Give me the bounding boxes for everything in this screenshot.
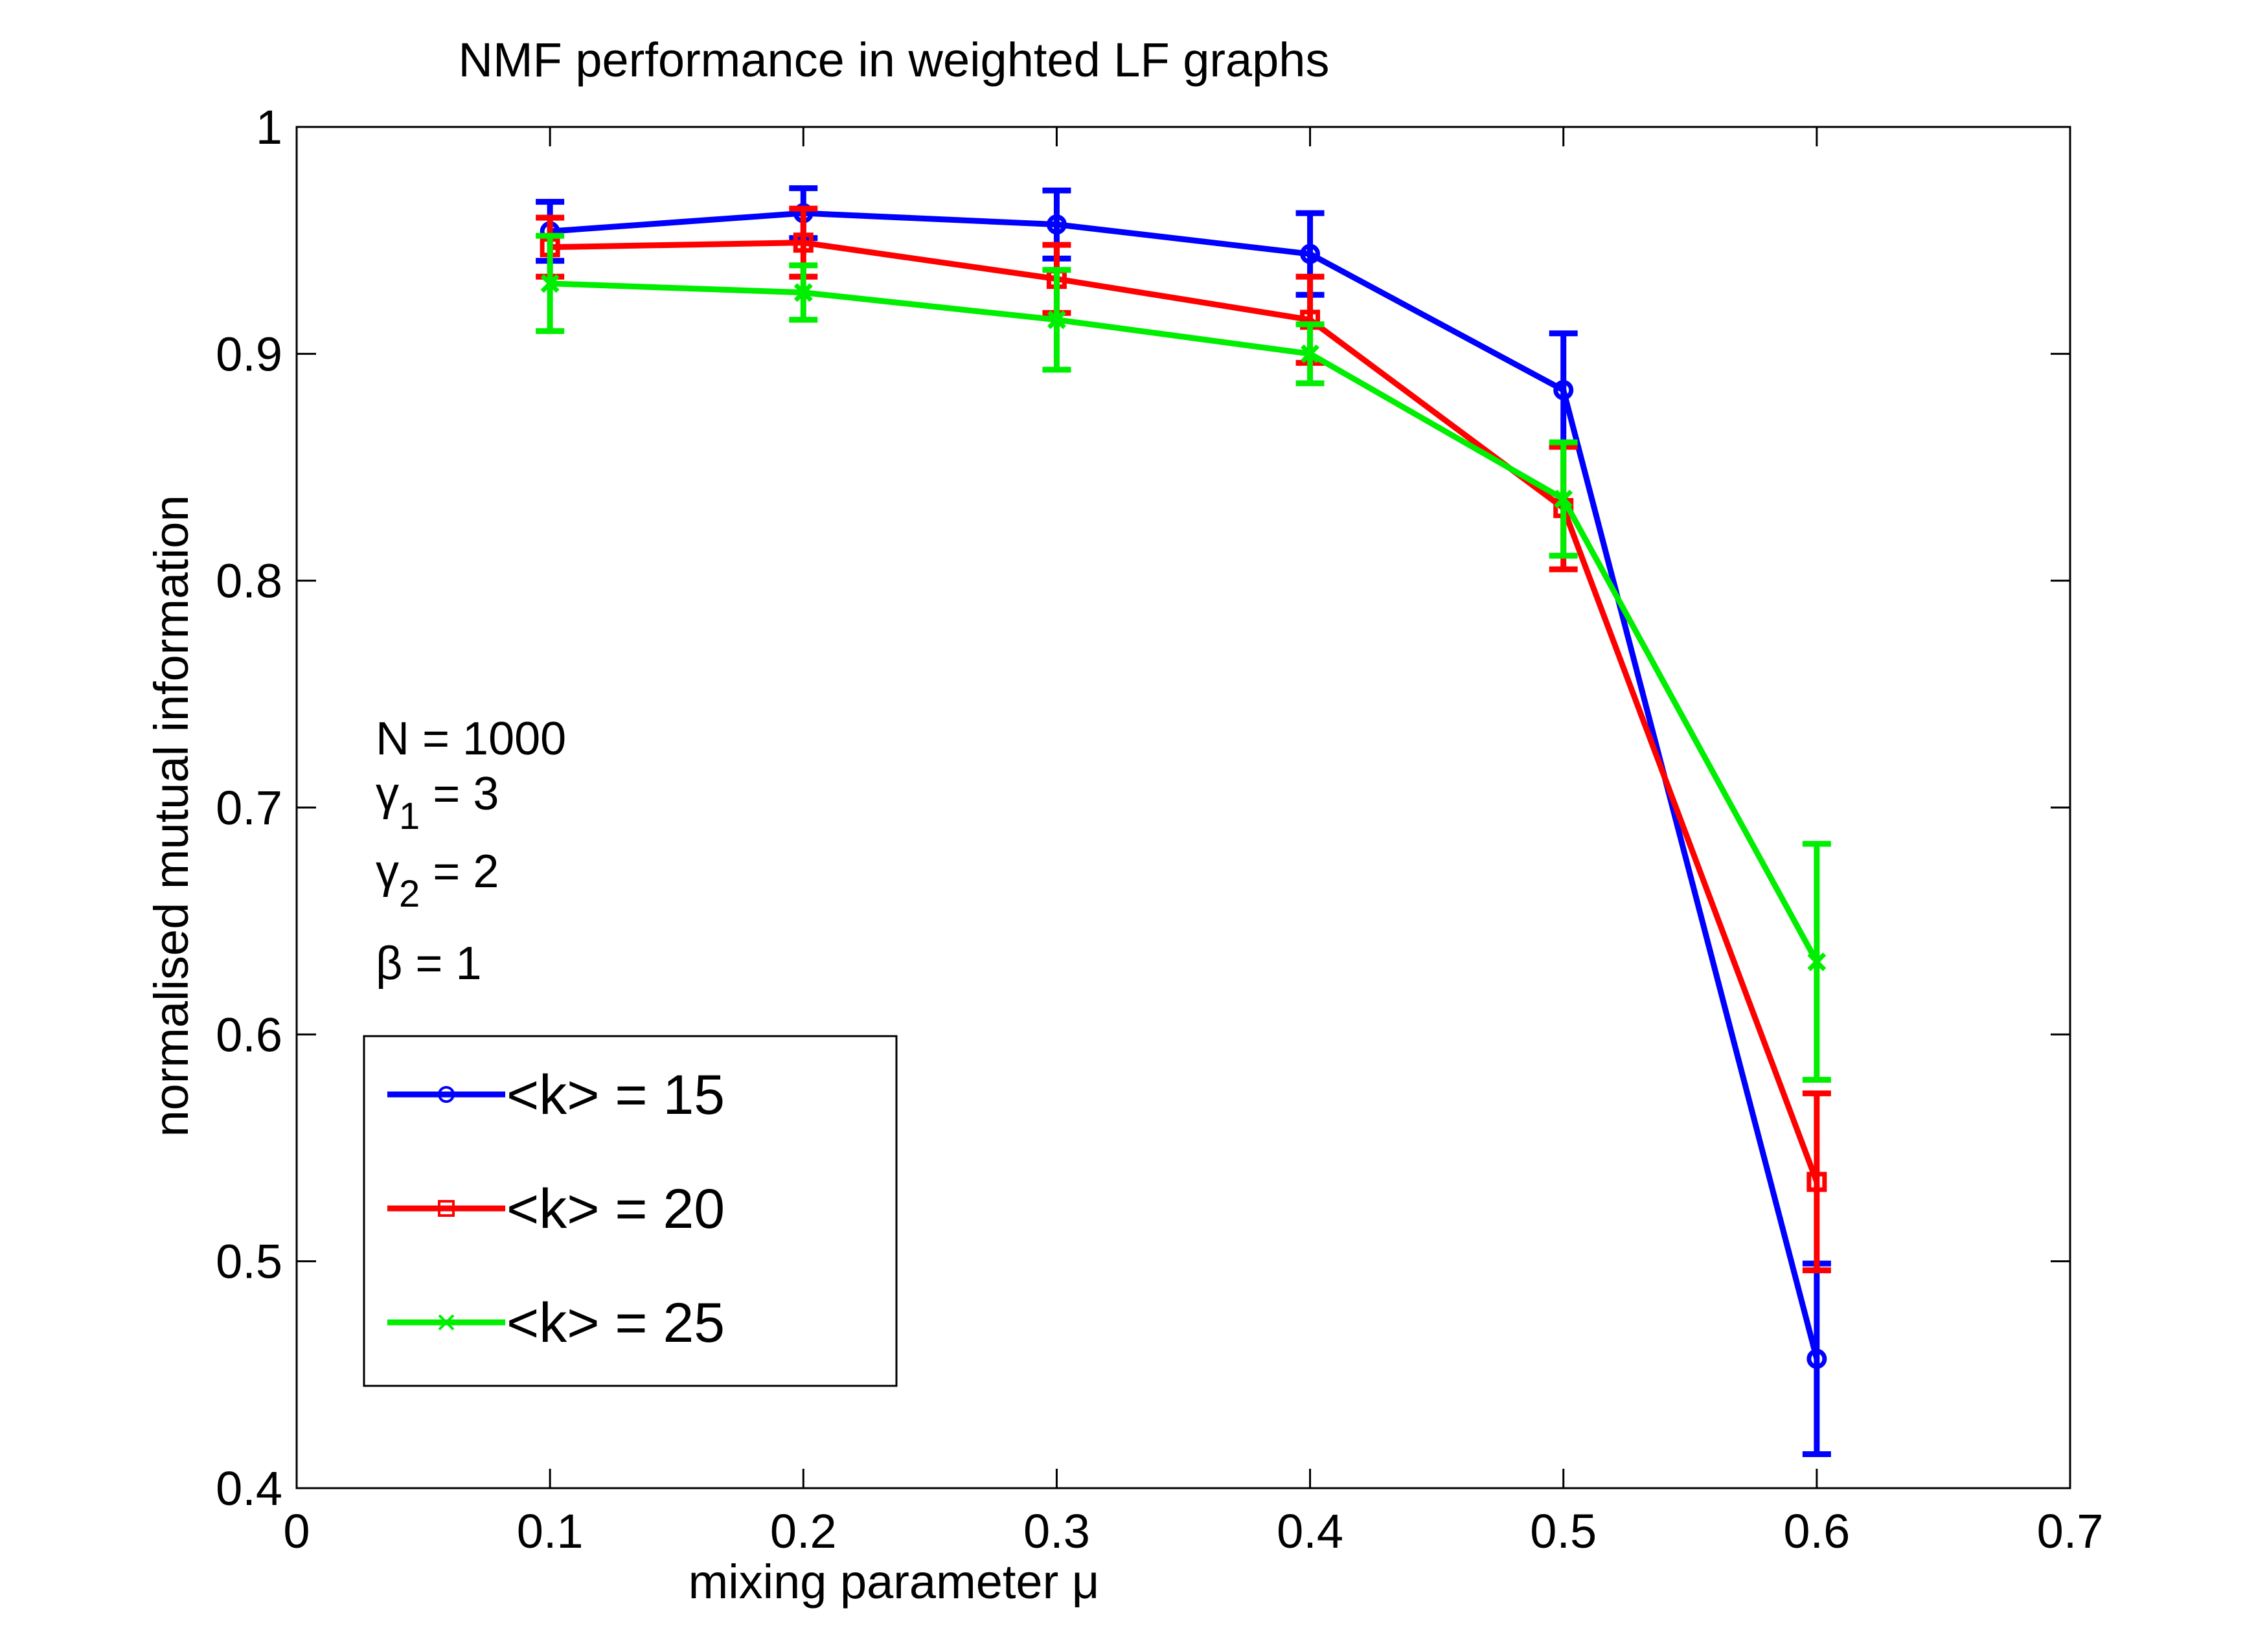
x-tick-label: 0.3 [1023,1504,1090,1558]
y-tick-label: 0.9 [216,327,282,381]
gamma1-symbol: γ [376,768,399,820]
parameter-annotation: N = 1000 γ1 = 3 γ2 = 2 β = 1 [376,713,566,990]
series-line [549,210,1820,1360]
x-tick-label: 0.2 [770,1504,837,1558]
gamma1-subscript: 1 [399,795,420,837]
x-marker [793,283,813,302]
legend-circle-marker [438,1086,455,1103]
annotation-n: N = 1000 [376,713,566,765]
y-tick-label: 0.5 [216,1235,282,1289]
x-tick-label: 0.5 [1530,1504,1597,1558]
legend-square-marker [438,1200,455,1217]
legend-label: <k> = 15 [507,1064,725,1126]
x-tick-label: 0.4 [1277,1504,1343,1558]
circle-marker [1806,1348,1827,1369]
series-3 [536,232,1831,1083]
y-axis-label: normalised mutual information [144,495,198,1137]
series-layer [536,185,1831,1457]
x-marker [1554,490,1573,509]
x-marker [1301,344,1320,363]
ticks-layer: 0 0.1 0.2 0.3 0.4 0.5 0.6 0.7 0.4 0.5 0.6 0.7 0.8 0.9… [216,100,2103,1558]
x-tick-label: 0 [283,1504,310,1558]
gamma2-subscript: 2 [399,873,420,915]
legend-x-marker [438,1314,455,1331]
x-axis-label: mixing parameter μ [689,1555,1100,1609]
chart-title: NMF performance in weighted LF graphs [459,33,1330,87]
circle-marker [1553,379,1574,400]
circle-marker [1300,243,1321,264]
legend: <k> = 15 <k> = 20 <k> = 25 [363,1035,898,1387]
x-marker [540,274,560,293]
x-tick-label: 0.7 [2037,1504,2104,1558]
y-tick-label: 1 [256,100,282,154]
gamma2-symbol: γ [376,846,399,898]
series-line [550,240,1820,1183]
gamma2-value: = 2 [420,846,499,898]
gamma1-value: = 3 [420,768,499,820]
y-tick-label: 0.7 [216,781,282,835]
circle-marker [1046,214,1067,235]
square-marker [793,232,814,253]
x-tick-label: 0.6 [1783,1504,1850,1558]
plot-area-frame [295,126,2071,1489]
annotation-gamma1: γ1 = 3 [376,768,499,837]
legend-label: <k> = 20 [507,1178,725,1240]
series-line [549,280,1819,964]
y-tick-label: 0.4 [216,1462,282,1515]
y-tick-label: 0.6 [216,1008,282,1061]
annotation-gamma2: γ2 = 2 [376,846,499,915]
annotation-beta: β = 1 [376,938,482,990]
x-marker [1047,310,1066,330]
square-marker [1806,1171,1827,1192]
legend-label: <k> = 25 [507,1292,725,1354]
x-tick-label: 0.1 [517,1504,584,1558]
y-tick-label: 0.8 [216,554,282,608]
x-marker [1807,952,1827,971]
